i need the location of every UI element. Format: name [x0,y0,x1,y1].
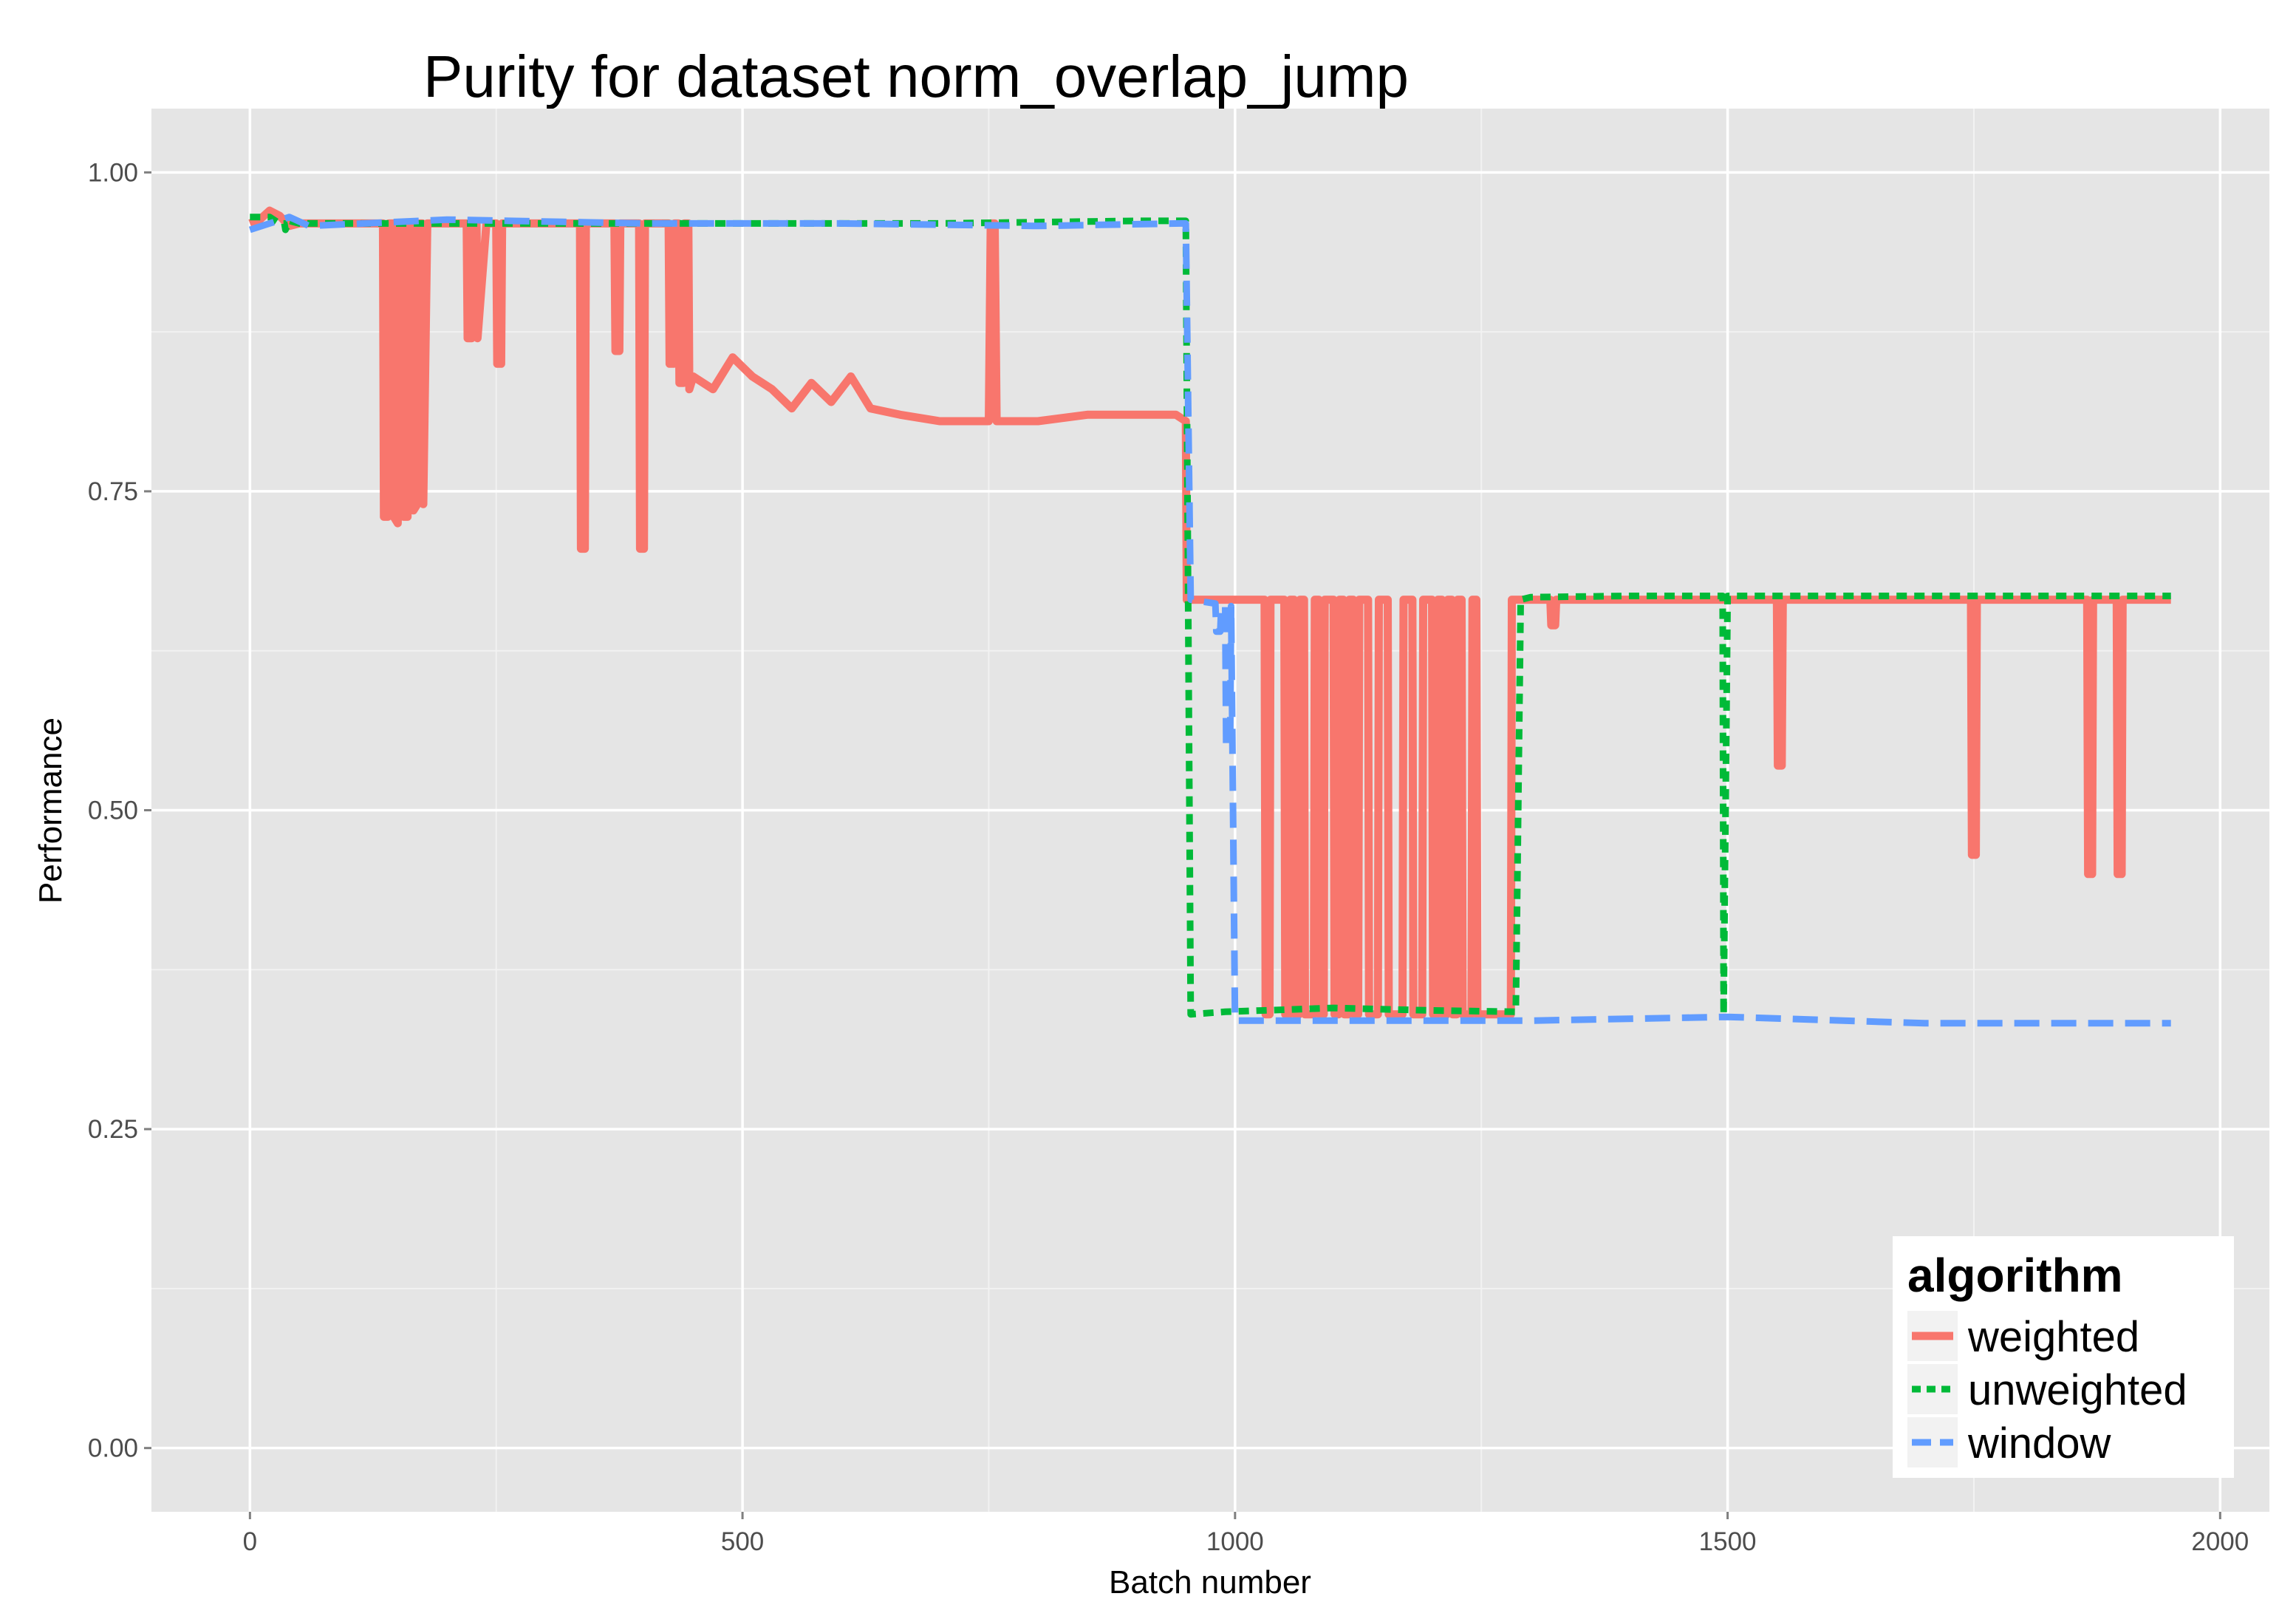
y-tick-label: 0.00 [88,1434,138,1463]
series-lines [248,206,2171,1027]
y-tick-label: 0.50 [88,797,138,825]
x-axis-ticks: 0 500 1000 1500 2000 [243,1512,2249,1556]
y-axis-ticks: 0.00 0.25 0.50 0.75 1.00 [88,158,151,1463]
y-tick-label: 0.25 [88,1115,138,1144]
legend: algorithm weighted unweighted window [1893,1236,2234,1478]
series-line-window [248,214,2171,1027]
x-tick-label: 0 [243,1527,257,1556]
legend-label-window: window [1967,1419,2112,1467]
y-tick-label: 1.00 [88,158,138,187]
chart-title: Purity for dataset norm_overlap_jump [423,44,1409,109]
y-axis-title: Performance [33,717,69,904]
y-tick-label: 0.75 [88,477,138,506]
x-tick-label: 1500 [1699,1527,1757,1556]
x-axis-title: Batch number [1109,1564,1311,1600]
x-tick-label: 500 [721,1527,764,1556]
x-tick-label: 1000 [1206,1527,1264,1556]
legend-label-unweighted: unweighted [1968,1366,2187,1414]
series-line-unweighted [250,214,2171,1018]
legend-title: algorithm [1907,1249,2123,1302]
x-tick-label: 2000 [2191,1527,2249,1556]
legend-label-weighted: weighted [1967,1313,2139,1361]
